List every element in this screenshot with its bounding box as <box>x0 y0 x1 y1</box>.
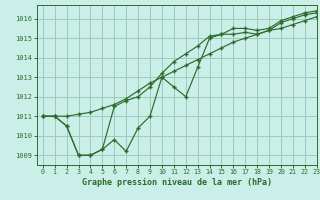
X-axis label: Graphe pression niveau de la mer (hPa): Graphe pression niveau de la mer (hPa) <box>82 178 272 187</box>
